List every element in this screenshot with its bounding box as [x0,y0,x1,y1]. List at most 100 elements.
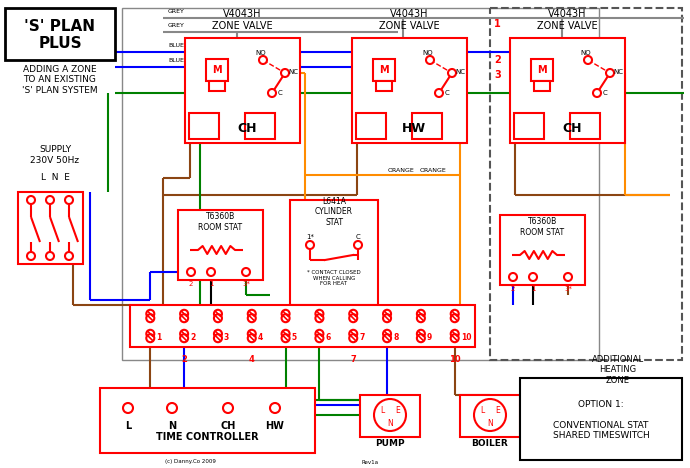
Text: NO: NO [423,50,433,56]
Circle shape [248,310,256,318]
Text: HW: HW [266,421,284,431]
Bar [178,210,263,280]
Text: 2: 2 [494,55,501,65]
Circle shape [509,273,517,281]
Bar [356,113,386,139]
Circle shape [349,334,357,342]
Circle shape [451,334,459,342]
Circle shape [46,252,54,260]
Bar [209,81,225,91]
Circle shape [146,330,155,338]
Text: V4043H
ZONE VALVE: V4043H ZONE VALVE [379,9,440,31]
Text: 3*: 3* [564,286,572,292]
Text: ADDING A ZONE
TO AN EXISTING
'S' PLAN SYSTEM: ADDING A ZONE TO AN EXISTING 'S' PLAN SY… [22,65,98,95]
Text: 4: 4 [249,356,255,365]
Text: CH: CH [562,123,582,136]
Text: HW: HW [402,123,426,136]
Circle shape [214,310,222,318]
Circle shape [417,330,425,338]
Text: 1: 1 [157,332,161,342]
Circle shape [306,241,314,249]
Text: GREY: GREY [168,9,185,14]
Circle shape [315,310,324,318]
Circle shape [354,241,362,249]
Text: E: E [395,406,400,415]
Bar [570,113,600,139]
Bar [373,59,395,81]
Circle shape [214,314,222,322]
Bar [100,388,315,453]
Bar [206,59,228,81]
Circle shape [315,314,324,322]
Bar [360,395,420,437]
Text: OPTION 1:

CONVENTIONAL STAT
SHARED TIMESWITCH: OPTION 1: CONVENTIONAL STAT SHARED TIMES… [553,400,649,440]
Text: CH: CH [237,123,257,136]
Bar [490,8,682,360]
Text: C: C [444,90,449,96]
Circle shape [349,310,357,318]
Text: 'S' PLAN
PLUS: 'S' PLAN PLUS [25,19,95,51]
Bar [122,8,599,360]
Bar [531,59,553,81]
Text: TIME CONTROLLER: TIME CONTROLLER [156,432,259,442]
Circle shape [451,330,459,338]
Circle shape [180,314,188,322]
Circle shape [383,310,391,318]
Circle shape [207,268,215,276]
Text: V4043H
ZONE VALVE: V4043H ZONE VALVE [212,9,273,31]
Bar [5,8,115,60]
Text: BLUE: BLUE [168,43,184,48]
Text: 2: 2 [190,332,195,342]
Circle shape [417,314,425,322]
Text: C: C [277,90,282,96]
Bar [130,305,475,347]
Text: Rev1a: Rev1a [362,460,379,465]
Text: M: M [538,65,546,75]
Text: 6: 6 [326,332,331,342]
Text: 5: 5 [292,332,297,342]
Bar [376,81,392,91]
Text: N: N [487,419,493,429]
Text: M: M [213,65,221,75]
Text: 3: 3 [494,70,501,80]
Text: 1: 1 [494,19,501,29]
Circle shape [435,89,443,97]
Bar [290,200,378,305]
Circle shape [180,334,188,342]
Circle shape [451,310,459,318]
Bar [500,215,585,285]
Text: 10: 10 [449,356,460,365]
Text: NC: NC [288,69,298,75]
Circle shape [383,314,391,322]
Bar [245,113,275,139]
Circle shape [214,334,222,342]
Circle shape [349,314,357,322]
Circle shape [417,334,425,342]
Text: 2: 2 [189,281,193,287]
Text: CH: CH [220,421,236,431]
Circle shape [248,334,256,342]
Text: GREY: GREY [168,23,185,28]
Bar [412,113,442,139]
Text: 1: 1 [531,286,535,292]
Circle shape [146,334,155,342]
Bar [185,38,300,143]
Text: T6360B
ROOM STAT: T6360B ROOM STAT [199,212,243,232]
Text: N: N [387,419,393,429]
Circle shape [214,330,222,338]
Text: M: M [380,65,388,75]
Text: 1*: 1* [306,234,314,240]
Circle shape [349,330,357,338]
Bar [514,113,544,139]
Circle shape [187,268,195,276]
Circle shape [248,330,256,338]
Circle shape [223,403,233,413]
Circle shape [426,56,434,64]
Bar [534,81,550,91]
Circle shape [270,403,280,413]
Circle shape [248,314,256,322]
Circle shape [27,252,35,260]
Text: 2: 2 [511,286,515,292]
Text: T6360B
ROOM STAT: T6360B ROOM STAT [520,217,564,237]
Text: ADDITIONAL
HEATING
ZONE: ADDITIONAL HEATING ZONE [592,355,644,385]
